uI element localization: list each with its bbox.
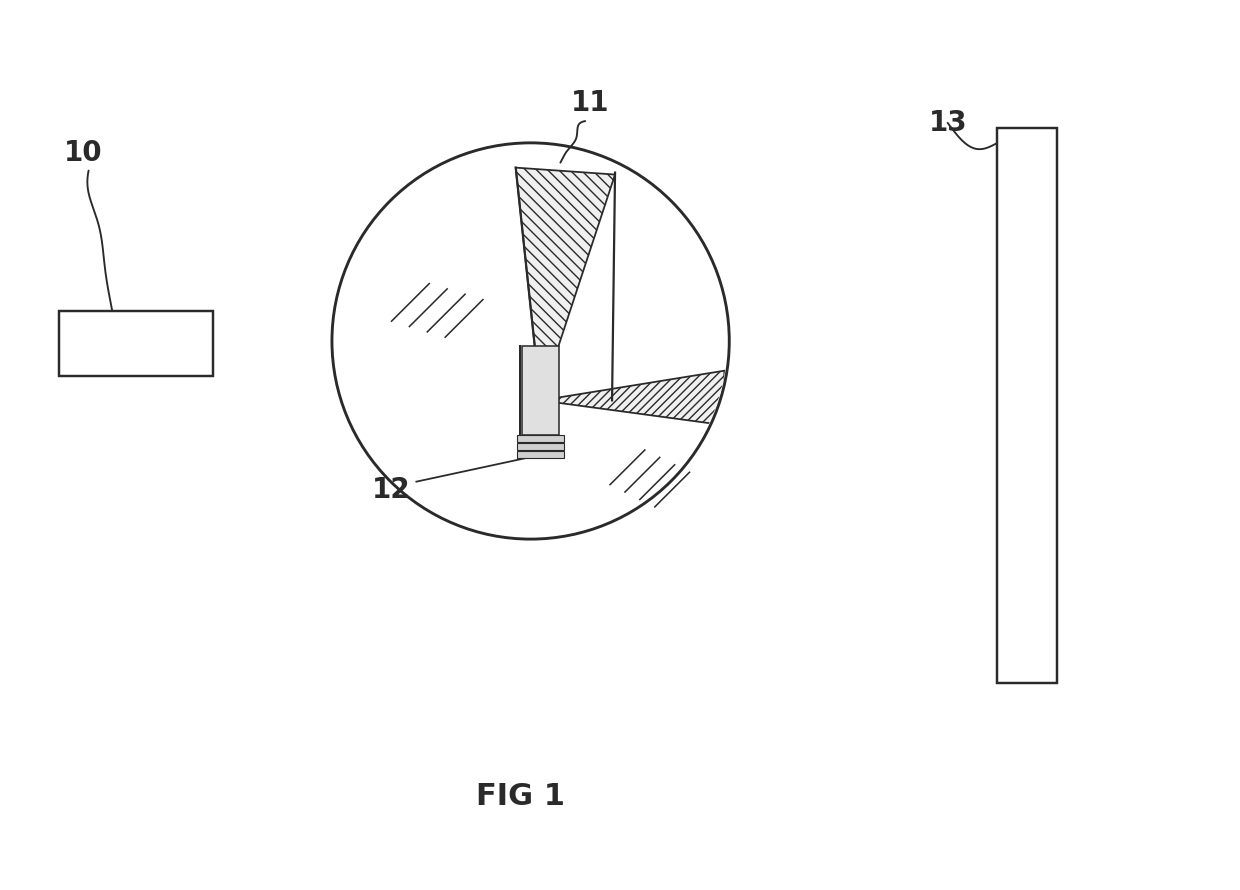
Text: 11: 11	[570, 89, 609, 117]
Text: 13: 13	[929, 109, 967, 137]
Bar	[517, 443, 564, 450]
Bar	[517, 451, 564, 457]
Text: 10: 10	[64, 139, 103, 166]
Bar	[517, 435, 564, 442]
Polygon shape	[541, 371, 724, 425]
Polygon shape	[516, 167, 615, 400]
Text: 12: 12	[372, 475, 410, 504]
Bar	[58, 312, 213, 376]
Bar	[997, 128, 1056, 683]
Text: FIG 1: FIG 1	[476, 782, 565, 811]
Bar	[522, 346, 559, 435]
Circle shape	[332, 143, 729, 539]
